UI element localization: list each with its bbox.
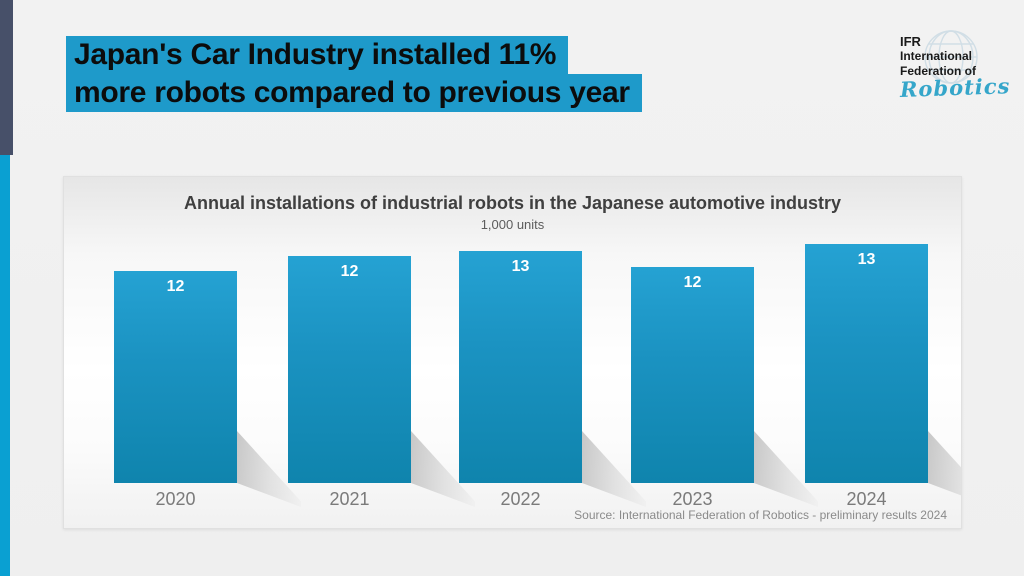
headline-line1: Japan's Car Industry installed 11% (66, 36, 569, 74)
chart-card: Annual installations of industrial robot… (63, 176, 962, 529)
slide-headline: Japan's Car Industry installed 11% more … (66, 36, 642, 112)
bar-2023: 12 (631, 267, 754, 483)
bar-value-label-2024: 13 (857, 251, 876, 268)
x-axis-label-2023: 2023 (672, 489, 713, 509)
chart-title: Annual installations of industrial robot… (183, 193, 842, 213)
chart-subtitle: 1,000 units (480, 217, 545, 232)
bar-2024: 13 (805, 244, 928, 483)
headline-line2: more robots compared to previous year (66, 74, 642, 112)
logo-text-ifr: IFR (900, 34, 921, 49)
bars-area: 12 2020 12 2021 13 2022 12 2023 13 2024 (64, 177, 961, 528)
bar-2022: 13 (459, 251, 582, 483)
bar-2021: 12 (288, 256, 411, 483)
ifr-logo: IFR International Federation of Robotics (899, 30, 1018, 102)
x-axis-label-2022: 2022 (500, 489, 541, 509)
bar-value-label-2021: 12 (340, 263, 359, 280)
x-axis-label-2021: 2021 (329, 489, 370, 509)
logo-text-robotics: Robotics (899, 73, 1011, 102)
left-accent-cyan (0, 155, 10, 576)
globe-icon (924, 30, 978, 84)
x-axis-label-2024: 2024 (846, 489, 887, 509)
logo-text-federation: Federation of (900, 64, 977, 78)
left-accent-dark (0, 0, 13, 155)
bar-value-label-2020: 12 (166, 278, 185, 295)
source-note: Source: International Federation of Robo… (574, 508, 947, 522)
x-axis-label-2020: 2020 (155, 489, 196, 509)
bar-2020: 12 (114, 271, 237, 483)
bar-value-label-2023: 12 (683, 274, 702, 291)
logo-text-international: International (900, 49, 973, 63)
bar-value-label-2022: 13 (511, 258, 530, 275)
bar-shadow-2024 (928, 431, 961, 507)
